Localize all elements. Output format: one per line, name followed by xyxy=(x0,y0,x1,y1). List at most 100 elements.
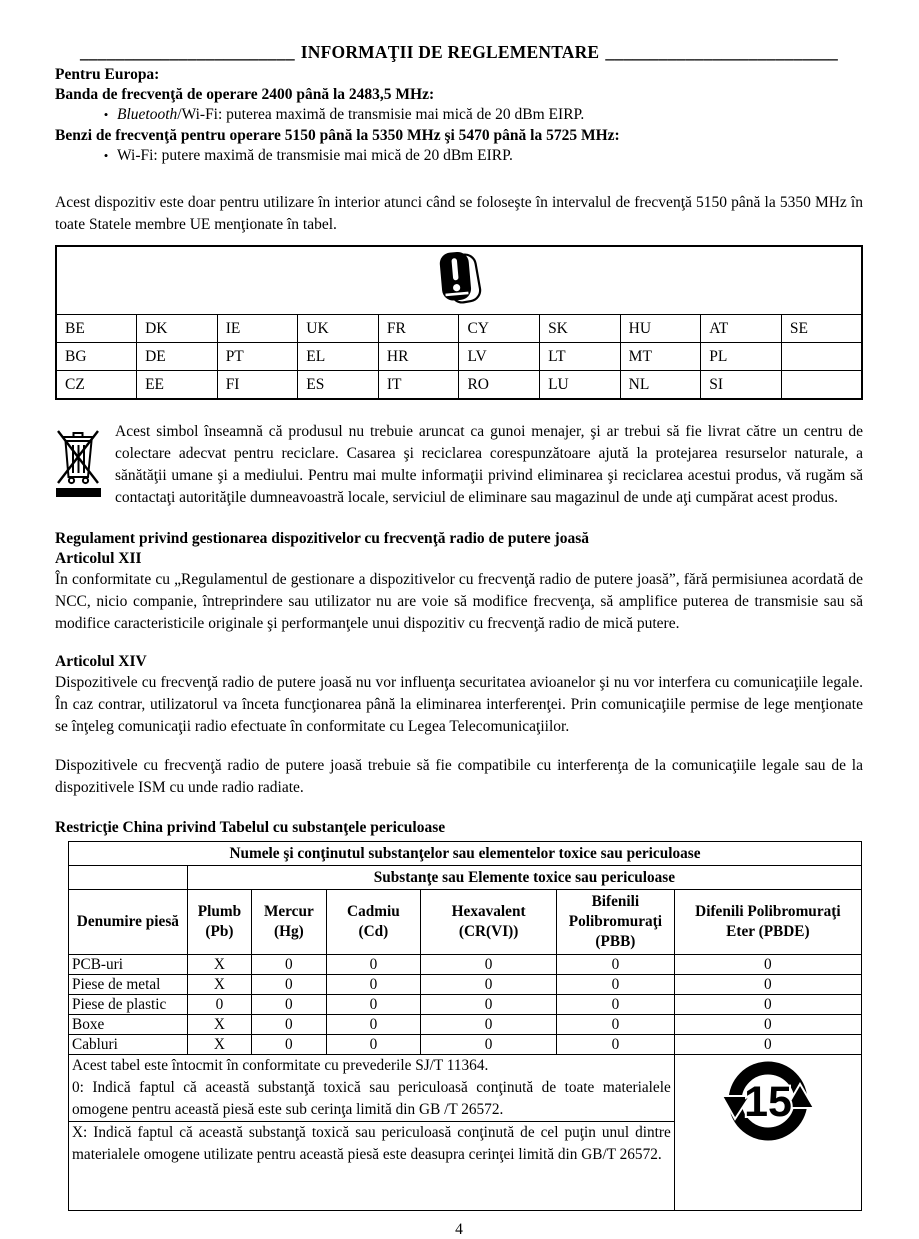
weee-section: Acest simbol înseamnă că produsul nu tre… xyxy=(55,421,863,509)
country-cell: EE xyxy=(136,370,218,400)
country-cell: BG xyxy=(55,342,138,371)
article12-heading: Articolul XII xyxy=(55,550,142,567)
rohs-note-zero: 0: Indică faptul că această substanţă to… xyxy=(72,1079,671,1118)
country-cell: CY xyxy=(458,314,541,343)
substance-value: 0 xyxy=(673,974,863,995)
country-cell: ES xyxy=(297,370,379,400)
europe-heading: Pentru Europa: xyxy=(55,66,160,83)
bullet-bluetooth-wifi-text: Bluetooth/Wi-Fi: puterea maximă de trans… xyxy=(117,105,584,125)
header-rule-left: ________________________ xyxy=(79,42,295,62)
rohs-data-row: Cabluri X 0 0 0 0 0 xyxy=(68,1034,863,1055)
piesa-name: Piese de plastic xyxy=(68,994,188,1015)
article14-text: Dispozitivele cu frecvenţă radio de pute… xyxy=(55,674,863,735)
substance-value: 0 xyxy=(420,974,558,995)
country-cell: PT xyxy=(216,342,299,371)
eu-country-table: BE DK IE UK FR CY SK HU AT SE BG DE PT E… xyxy=(55,245,863,400)
country-cell: DE xyxy=(136,342,218,371)
piesa-name: PCB-uri xyxy=(68,954,188,975)
substance-value: 0 xyxy=(251,994,327,1015)
rohs-data-row: PCB-uri X 0 0 0 0 0 xyxy=(68,954,863,975)
rohs-data-row: Piese de metal X 0 0 0 0 0 xyxy=(68,974,863,995)
bullet1-rest: /Wi-Fi: puterea maximă de transmisie mai… xyxy=(177,106,585,123)
substance-value: 0 xyxy=(420,994,558,1015)
country-row: BE DK IE UK FR CY SK HU AT SE xyxy=(55,314,863,343)
rohs-note-zero-cell: Acest tabel este întocmit în conformitat… xyxy=(68,1054,675,1122)
china-rohs-table: Numele şi conţinutul substanţelor sau el… xyxy=(68,841,863,1211)
rohs-subtitle-row: Substanţe sau Elemente toxice sau pericu… xyxy=(68,865,863,890)
substance-value: X xyxy=(186,1034,253,1055)
country-cell: BE xyxy=(55,314,138,343)
rohs-table-title: Numele şi conţinutul substanţelor sau el… xyxy=(68,841,862,866)
country-cell xyxy=(780,370,863,400)
page-title: INFORMAŢII DE REGLEMENTARE xyxy=(300,42,600,62)
country-cell: SK xyxy=(539,314,621,343)
bullet-icon: • xyxy=(103,107,109,122)
piesa-name: Cabluri xyxy=(68,1034,188,1055)
weee-icon-wrap xyxy=(55,421,115,509)
eu-alert-exclamation-icon xyxy=(439,251,482,304)
column-header-hg: Mercur (Hg) xyxy=(251,889,327,955)
rohs-note-row: Acest tabel este întocmit în conformitat… xyxy=(68,1054,863,1211)
country-cell: FI xyxy=(216,370,299,400)
rohs-note-x: X: Indică faptul că această substanţă to… xyxy=(72,1124,671,1163)
substance-value: X xyxy=(186,974,253,995)
rohs-data-row: Piese de plastic 0 0 0 0 0 0 xyxy=(68,994,863,1015)
crossed-out-wheeled-bin-icon xyxy=(56,430,101,497)
country-cell: NL xyxy=(619,370,702,400)
bullet-bluetooth-wifi: • Bluetooth/Wi-Fi: puterea maximă de tra… xyxy=(55,105,863,125)
bluetooth-italic: Bluetooth xyxy=(117,106,178,123)
alert-icon-row xyxy=(55,245,863,315)
bullet-wifi: • Wi-Fi: putere maximă de transmisie mai… xyxy=(55,146,863,166)
svg-text:15: 15 xyxy=(744,1078,792,1126)
substance-value: X xyxy=(186,1014,253,1035)
column-header-pbb: Bifenili Polibromuraţi (PBB) xyxy=(556,889,675,955)
alert-icon-cell xyxy=(55,245,863,315)
page-number: 4 xyxy=(455,1221,463,1238)
substance-value: 0 xyxy=(420,954,558,975)
country-cell: PL xyxy=(700,342,782,371)
substance-value: 0 xyxy=(251,974,327,995)
column-header-pb: Plumb (Pb) xyxy=(186,889,253,955)
china-heading: Restricţie China privind Tabelul cu subs… xyxy=(55,819,446,836)
ncc-heading: Regulament privind gestionarea dispoziti… xyxy=(55,530,589,547)
column-header-piesa: Denumire piesă xyxy=(68,889,188,955)
efup-logo-cell: 15 xyxy=(673,1054,863,1211)
country-cell: HR xyxy=(377,342,460,371)
header-rule-right: __________________________ xyxy=(605,42,839,62)
country-cell: EL xyxy=(297,342,379,371)
substance-value: X xyxy=(186,954,253,975)
country-cell: FR xyxy=(377,314,460,343)
rohs-note-x-cell: X: Indică faptul că această substanţă to… xyxy=(68,1121,675,1211)
rohs-empty-cell xyxy=(68,865,188,890)
country-cell: HU xyxy=(619,314,702,343)
substance-value: 0 xyxy=(673,954,863,975)
indoor-use-note: Acest dispozitiv este doar pentru utiliz… xyxy=(55,194,863,233)
substance-value: 0 xyxy=(556,954,675,975)
country-row: CZ EE FI ES IT RO LU NL SI xyxy=(55,370,863,400)
country-cell: CZ xyxy=(55,370,138,400)
country-cell: UK xyxy=(297,314,379,343)
country-cell xyxy=(780,342,863,371)
country-cell: LV xyxy=(458,342,541,371)
rohs-table-subtitle: Substanţe sau Elemente toxice sau pericu… xyxy=(186,865,863,890)
rohs-header-row: Denumire piesă Plumb (Pb) Mercur (Hg) Ca… xyxy=(68,889,863,955)
column-header-pbde: Difenili Polibromuraţi Eter (PBDE) xyxy=(673,889,863,955)
substance-value: 0 xyxy=(251,1034,327,1055)
band1-heading: Banda de frecvenţă de operare 2400 până … xyxy=(55,86,435,103)
country-cell: IE xyxy=(216,314,299,343)
substance-value: 0 xyxy=(420,1034,558,1055)
article12-text: În conformitate cu „Regulamentul de gest… xyxy=(55,571,863,632)
page-header: ________________________ INFORMAŢII DE R… xyxy=(55,42,863,63)
substance-value: 0 xyxy=(186,994,253,1015)
substance-value: 0 xyxy=(673,1034,863,1055)
country-cell: MT xyxy=(619,342,702,371)
rohs-title-row: Numele şi conţinutul substanţelor sau el… xyxy=(68,841,862,866)
rohs-data-row: Boxe X 0 0 0 0 0 xyxy=(68,1014,863,1035)
column-header-cd: Cadmiu (Cd) xyxy=(325,889,422,955)
country-cell: LU xyxy=(539,370,621,400)
substance-value: 0 xyxy=(325,1034,422,1055)
substance-value: 0 xyxy=(325,994,422,1015)
substance-value: 0 xyxy=(325,974,422,995)
substance-value: 0 xyxy=(325,954,422,975)
